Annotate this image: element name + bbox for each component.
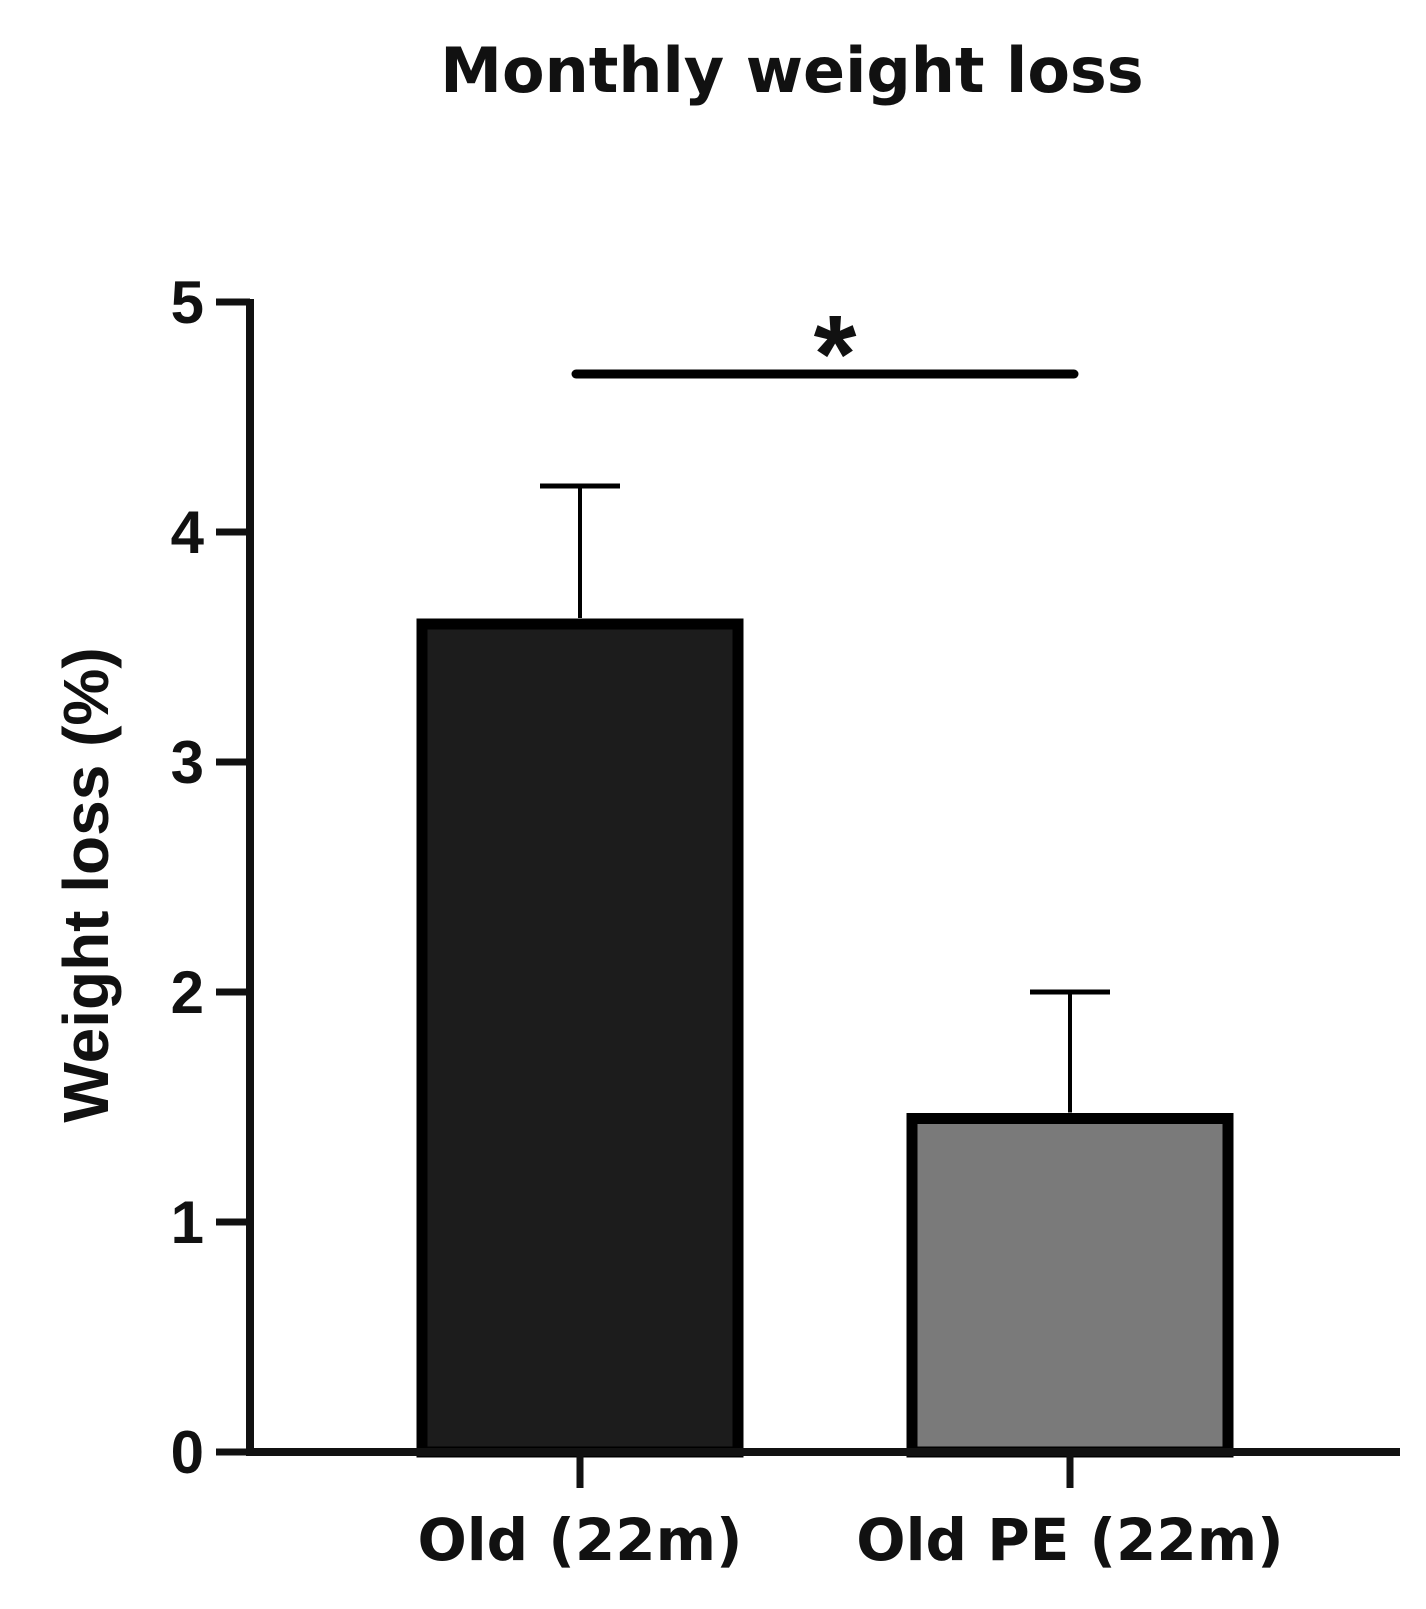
bars — [416, 618, 1234, 1458]
chart-title: Monthly weight loss — [440, 34, 1143, 107]
significance-annotation: * — [571, 293, 1079, 416]
significance-star: * — [814, 293, 857, 416]
x-category-label: Old (22m) — [417, 1506, 742, 1574]
y-tick-label: 4 — [171, 499, 205, 566]
error-bars — [540, 483, 1110, 1113]
x-category-label: Old PE (22m) — [856, 1506, 1283, 1574]
y-tick-label: 5 — [171, 269, 204, 336]
y-tick-label: 2 — [171, 959, 204, 1026]
bar — [416, 618, 744, 1458]
x-axis-labels: Old (22m) Old PE (22m) — [417, 1452, 1284, 1574]
bar — [906, 1113, 1234, 1458]
y-tick-label: 0 — [171, 1419, 204, 1486]
y-tick-label: 3 — [171, 729, 204, 796]
y-axis-ticks: 0 1 2 3 4 5 — [171, 269, 250, 1486]
y-tick-label: 1 — [171, 1189, 204, 1256]
y-axis-label: Weight loss (%) — [50, 647, 122, 1122]
axes — [246, 299, 1400, 1456]
